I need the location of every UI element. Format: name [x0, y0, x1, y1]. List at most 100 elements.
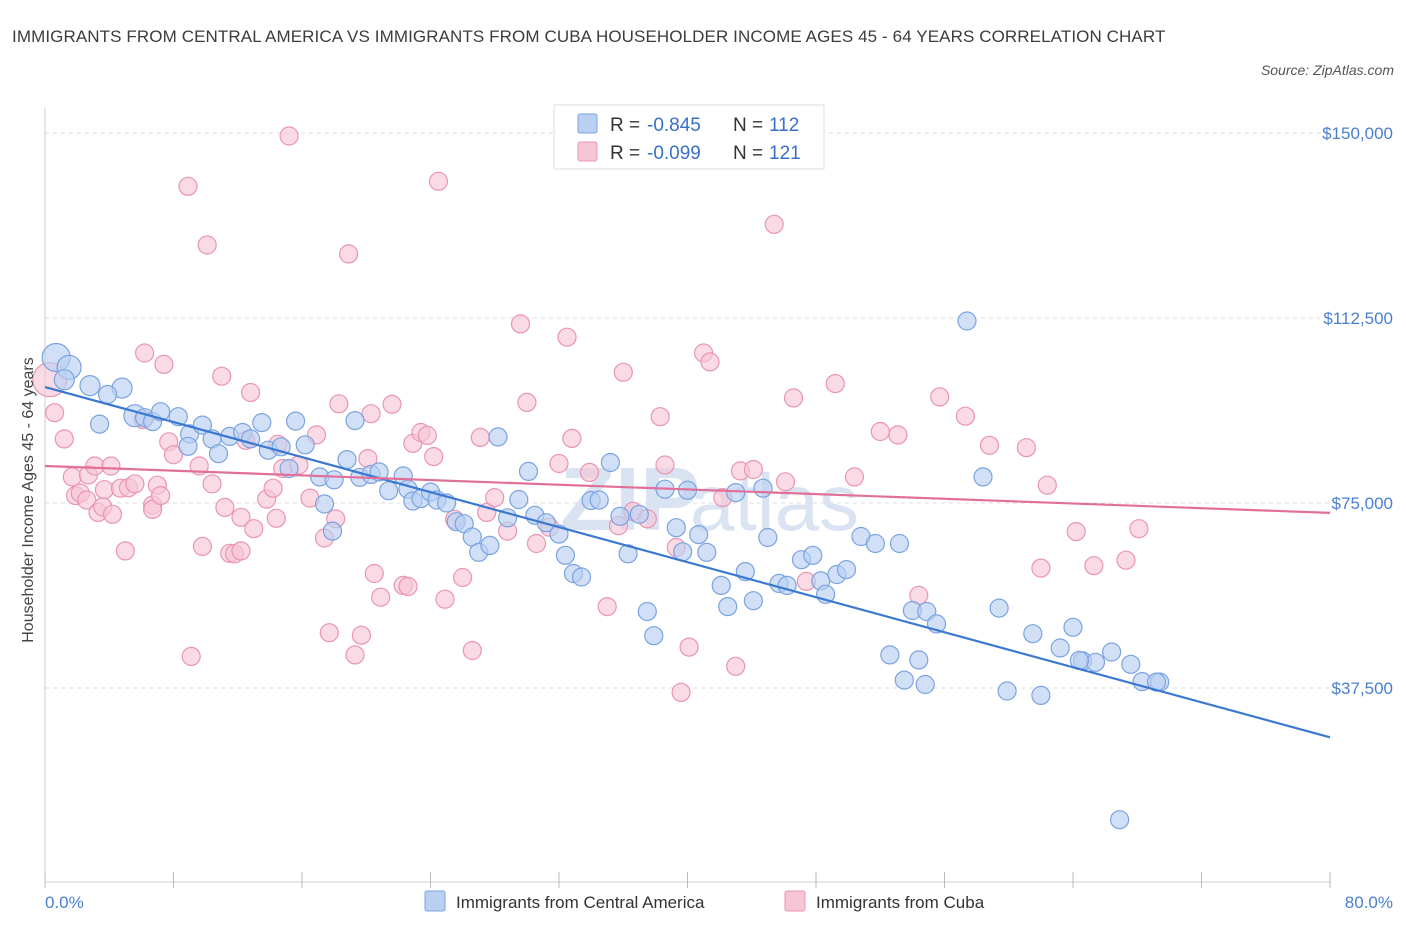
- point-cuba-114: [1037, 475, 1057, 495]
- point-cuba-120: [1129, 519, 1149, 539]
- point-central-america-72: [711, 575, 731, 596]
- y-tick-label-2: $112,500: [1323, 309, 1393, 328]
- grid-lines: [45, 132, 1330, 689]
- point-central-america-98: [973, 467, 993, 487]
- point-central-america-74: [726, 483, 746, 503]
- point-central-america-76: [743, 591, 764, 611]
- point-cuba-91: [650, 407, 670, 427]
- x-tick-label-0: 0.0%: [45, 893, 84, 912]
- point-central-america-11: [89, 414, 110, 434]
- point-cuba-27: [178, 176, 198, 196]
- point-cuba-113: [979, 435, 1000, 455]
- point-central-america-89: [889, 533, 910, 554]
- point-cuba-54: [329, 394, 349, 414]
- y-axis-label: Householder Income Ages 45 - 64 years: [20, 357, 37, 643]
- point-central-america-2: [53, 369, 75, 391]
- data-points: [32, 126, 1170, 830]
- chart-title: IMMIGRANTS FROM CENTRAL AMERICA VS IMMIG…: [12, 27, 1166, 46]
- point-central-america-88: [865, 533, 886, 554]
- point-central-america-71: [697, 542, 717, 562]
- stats-n-label-1: N =: [733, 115, 763, 136]
- point-central-america-106: [1101, 642, 1122, 662]
- point-cuba-30: [192, 536, 212, 557]
- point-central-america-94: [909, 650, 929, 670]
- point-cuba-47: [279, 126, 299, 146]
- point-central-america-59: [589, 490, 609, 510]
- stats-n-label-2: N =: [733, 143, 763, 164]
- point-central-america-99: [989, 598, 1009, 618]
- stats-r-value-1: -0.845: [647, 115, 701, 136]
- point-cuba-111: [930, 387, 950, 407]
- point-cuba-32: [202, 474, 222, 494]
- point-central-america-100: [997, 681, 1017, 701]
- point-central-america-3: [79, 375, 101, 397]
- trend-line-cuba: [44, 464, 1331, 514]
- point-cuba-23: [151, 486, 171, 506]
- point-central-america-93: [880, 645, 900, 665]
- point-cuba-64: [398, 576, 418, 597]
- point-central-america-35: [379, 481, 399, 501]
- point-cuba-99: [726, 656, 746, 676]
- point-cuba-97: [700, 352, 720, 372]
- point-central-america-47: [480, 535, 500, 556]
- point-cuba-1: [44, 403, 65, 423]
- point-central-america-30: [337, 450, 357, 470]
- point-central-america-65: [644, 626, 664, 646]
- point-cuba-78: [510, 314, 531, 334]
- stats-box-frame: [553, 104, 825, 170]
- point-cuba-16: [115, 541, 135, 561]
- point-central-america-29: [324, 470, 344, 490]
- point-cuba-11: [101, 456, 121, 476]
- point-cuba-88: [613, 362, 633, 382]
- point-cuba-41: [244, 519, 264, 539]
- point-cuba-86: [597, 596, 617, 617]
- point-cuba-79: [517, 392, 537, 412]
- stats-r-label-1: R =: [610, 115, 640, 136]
- point-cuba-67: [417, 425, 437, 445]
- point-cuba-103: [775, 472, 796, 492]
- point-cuba-74: [470, 427, 490, 447]
- trend-line-central-america: [44, 386, 1331, 739]
- point-central-america-103: [1063, 617, 1083, 637]
- point-cuba-80: [526, 533, 547, 554]
- point-central-america-24: [286, 411, 306, 431]
- point-central-america-96: [915, 674, 935, 695]
- point-central-america-78: [758, 527, 778, 548]
- point-central-america-9: [151, 402, 171, 422]
- point-cuba-13: [102, 504, 123, 524]
- point-central-america-14: [178, 436, 198, 456]
- point-cuba-112: [955, 406, 976, 426]
- point-central-america-113: [1109, 810, 1130, 830]
- point-central-america-28: [322, 521, 343, 541]
- stats-swatch-blue: [577, 113, 598, 134]
- point-cuba-70: [435, 589, 455, 609]
- point-cuba-24: [154, 354, 174, 374]
- point-cuba-108: [870, 421, 890, 442]
- point-cuba-7: [77, 490, 97, 510]
- point-central-america-32: [345, 411, 365, 431]
- y-tick-label-3: $150,000: [1322, 124, 1393, 143]
- point-central-america-86: [836, 559, 857, 580]
- point-cuba-95: [679, 637, 699, 657]
- axes: [44, 108, 1331, 888]
- point-central-america-48: [488, 427, 508, 447]
- x-tick-label-1: 80.0%: [1345, 893, 1393, 912]
- point-cuba-44: [266, 508, 286, 528]
- stats-box: R = -0.845 N = 112 R = -0.099 N = 121: [553, 104, 825, 170]
- point-cuba-107: [844, 467, 865, 487]
- point-cuba-82: [549, 453, 569, 474]
- stats-r-value-2: -0.099: [647, 143, 701, 164]
- point-cuba-8: [85, 456, 105, 476]
- point-central-america-73: [718, 596, 738, 617]
- point-central-america-23: [279, 458, 299, 479]
- legend-swatch-central-america: [424, 890, 446, 912]
- point-cuba-62: [382, 394, 402, 414]
- point-central-america-61: [610, 506, 630, 526]
- point-central-america-64: [637, 601, 657, 622]
- point-cuba-34: [215, 497, 235, 517]
- point-cuba-3: [62, 467, 82, 487]
- point-cuba-12: [94, 480, 115, 500]
- point-cuba-94: [671, 682, 691, 703]
- point-cuba-39: [241, 382, 261, 403]
